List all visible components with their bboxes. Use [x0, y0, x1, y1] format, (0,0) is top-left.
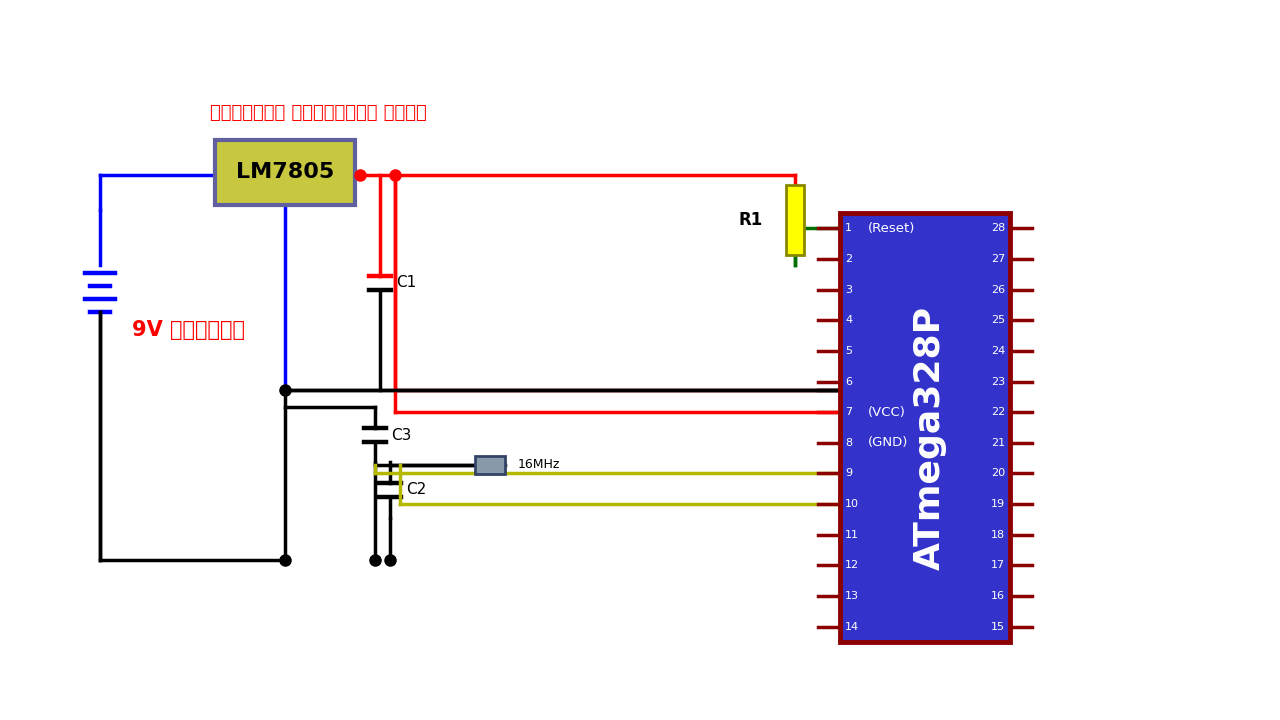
Text: 10: 10	[845, 499, 859, 509]
Text: 8: 8	[845, 438, 852, 448]
Text: (VCC): (VCC)	[868, 405, 906, 418]
Bar	[475, 456, 506, 474]
Text: ভোল্টেজ রেগুলেটর আইসি: ভোল্টেজ রেগুলেটর আইসি	[210, 104, 426, 122]
Text: LM7805: LM7805	[236, 163, 334, 182]
Text: 9: 9	[845, 469, 852, 479]
Text: 9V বাটারী: 9V বাটারী	[132, 320, 244, 340]
Text: 27: 27	[991, 254, 1005, 264]
Text: 6: 6	[845, 377, 852, 387]
Text: 26: 26	[991, 284, 1005, 294]
Text: (Reset): (Reset)	[868, 222, 915, 235]
Text: 16MHz: 16MHz	[518, 459, 561, 472]
Text: 3: 3	[845, 284, 852, 294]
Text: 22: 22	[991, 408, 1005, 417]
Text: 2: 2	[845, 254, 852, 264]
Text: 7: 7	[845, 408, 852, 417]
Text: 16: 16	[991, 591, 1005, 601]
Text: 15: 15	[991, 621, 1005, 631]
Text: 20: 20	[991, 469, 1005, 479]
Text: (GND): (GND)	[868, 436, 909, 449]
Bar	[840, 213, 1010, 642]
Text: 17: 17	[991, 560, 1005, 570]
Text: 28: 28	[991, 223, 1005, 233]
Bar	[215, 140, 355, 205]
Text: 18: 18	[991, 530, 1005, 540]
Text: 25: 25	[991, 315, 1005, 325]
Text: 5: 5	[845, 346, 852, 356]
Text: 11: 11	[845, 530, 859, 540]
Text: 12: 12	[845, 560, 859, 570]
Text: 19: 19	[991, 499, 1005, 509]
Text: C1: C1	[396, 275, 416, 290]
Text: ATmega328P: ATmega328P	[913, 305, 947, 570]
Text: C3: C3	[390, 428, 411, 443]
Text: 23: 23	[991, 377, 1005, 387]
Text: 1: 1	[845, 223, 852, 233]
Text: R1: R1	[739, 211, 763, 229]
Text: 24: 24	[991, 346, 1005, 356]
Text: 4: 4	[845, 315, 852, 325]
Text: 14: 14	[845, 621, 859, 631]
Text: C2: C2	[406, 482, 426, 498]
Text: 21: 21	[991, 438, 1005, 448]
Bar	[786, 185, 804, 255]
Text: 13: 13	[845, 591, 859, 601]
